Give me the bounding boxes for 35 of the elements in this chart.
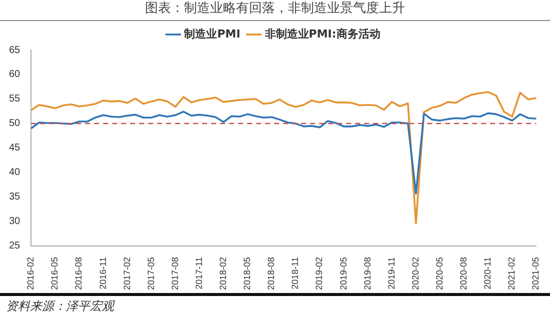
x-tick-label: 2017-08	[170, 256, 180, 290]
chart-title: 图表：制造业略有回落，非制造业景气度上升	[0, 0, 550, 21]
x-tick-label: 2018-02	[218, 256, 228, 290]
x-tick-label: 2018-11	[290, 256, 300, 290]
y-tick-label: 55	[9, 94, 21, 105]
x-tick-label: 2020-02	[410, 256, 420, 290]
y-tick-label: 50	[9, 118, 21, 130]
x-tick-label: 2016-11	[98, 256, 108, 290]
y-tick-label: 35	[9, 192, 21, 203]
x-tick-label: 2021-02	[506, 256, 517, 290]
x-tick-label: 2017-02	[122, 256, 132, 290]
x-tick-label: 2017-11	[194, 256, 204, 290]
y-tick-label: 30	[9, 216, 21, 228]
x-tick-label: 2019-02	[314, 256, 324, 290]
x-tick-label: 2016-08	[74, 256, 84, 290]
x-tick-label: 2019-08	[362, 256, 372, 290]
x-tick-label: 2018-05	[242, 256, 252, 290]
x-tick-label: 2019-05	[338, 256, 348, 290]
y-tick-label: 40	[9, 167, 21, 178]
text: 资料来源：泽平宏观	[0, 293, 550, 317]
x-tick-label: 2020-05	[434, 256, 444, 290]
x-tick-label: 2016-02	[26, 256, 36, 290]
y-tick-label: 60	[9, 69, 21, 80]
legend-label: 非制造业PMI:商务活动	[264, 27, 380, 40]
x-tick-label: 2016-05	[50, 256, 60, 290]
x-tick-label: 2020-08	[458, 256, 469, 290]
y-tick-label: 65	[9, 44, 21, 56]
legend-label: 制造业PMI	[183, 27, 240, 40]
x-tick-label: 2020-11	[482, 256, 493, 290]
x-tick-label: 2019-11	[386, 256, 396, 290]
x-tick-label: 2017-05	[146, 256, 156, 290]
x-tick-label: 2018-08	[266, 256, 276, 290]
x-tick-label: 2021-05	[530, 256, 541, 290]
y-tick-label: 25	[9, 240, 21, 252]
y-tick-label: 45	[9, 142, 21, 154]
